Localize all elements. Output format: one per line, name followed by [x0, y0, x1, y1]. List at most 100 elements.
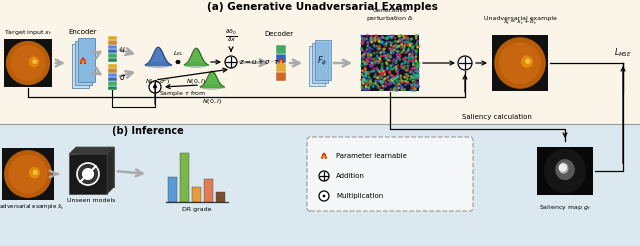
Circle shape	[366, 77, 367, 78]
Circle shape	[415, 51, 417, 53]
Circle shape	[418, 66, 419, 68]
Circle shape	[381, 82, 383, 83]
Circle shape	[366, 87, 367, 88]
Circle shape	[362, 50, 364, 51]
Circle shape	[372, 70, 373, 71]
Circle shape	[417, 77, 418, 79]
Circle shape	[373, 40, 374, 42]
Circle shape	[368, 87, 369, 88]
Circle shape	[390, 57, 391, 58]
Bar	[108, 68, 116, 73]
Circle shape	[365, 86, 367, 87]
Circle shape	[404, 61, 406, 62]
Circle shape	[365, 86, 367, 87]
Circle shape	[361, 47, 362, 49]
Circle shape	[362, 80, 364, 82]
Text: Unseen models: Unseen models	[67, 198, 115, 203]
FancyBboxPatch shape	[307, 137, 473, 211]
Circle shape	[407, 65, 408, 67]
Circle shape	[379, 41, 380, 43]
Circle shape	[378, 80, 379, 82]
Circle shape	[363, 88, 364, 89]
Circle shape	[363, 76, 364, 77]
Circle shape	[410, 89, 412, 91]
Circle shape	[372, 59, 373, 60]
Circle shape	[412, 51, 413, 53]
Circle shape	[415, 70, 417, 72]
Circle shape	[413, 46, 414, 47]
Circle shape	[416, 64, 417, 66]
Circle shape	[408, 58, 409, 59]
Circle shape	[401, 67, 403, 69]
Circle shape	[402, 42, 403, 43]
Circle shape	[392, 36, 393, 37]
Circle shape	[390, 37, 392, 39]
Circle shape	[390, 83, 391, 84]
Circle shape	[417, 71, 418, 72]
Circle shape	[389, 55, 390, 56]
Circle shape	[391, 35, 392, 36]
Circle shape	[370, 58, 371, 60]
Circle shape	[400, 35, 401, 36]
Circle shape	[370, 84, 371, 85]
Circle shape	[415, 35, 417, 36]
Circle shape	[413, 87, 414, 88]
Circle shape	[365, 72, 367, 73]
Circle shape	[396, 54, 397, 55]
Circle shape	[362, 82, 363, 83]
Circle shape	[415, 57, 416, 59]
Circle shape	[374, 38, 376, 39]
Circle shape	[380, 53, 381, 54]
Circle shape	[372, 62, 373, 64]
Ellipse shape	[201, 85, 223, 89]
Bar	[108, 45, 116, 49]
Text: Generative
perturbation $\delta_t$: Generative perturbation $\delta_t$	[365, 8, 414, 23]
Circle shape	[417, 71, 419, 73]
Circle shape	[225, 56, 237, 68]
Circle shape	[381, 77, 382, 78]
Circle shape	[411, 56, 413, 57]
Circle shape	[404, 62, 406, 63]
Circle shape	[368, 81, 369, 83]
Circle shape	[382, 37, 384, 38]
Bar	[361, 35, 419, 91]
Circle shape	[394, 46, 396, 47]
Circle shape	[407, 75, 409, 77]
Circle shape	[369, 51, 371, 52]
Circle shape	[367, 49, 368, 50]
Circle shape	[397, 51, 398, 52]
Circle shape	[411, 86, 413, 88]
Circle shape	[376, 39, 378, 41]
Circle shape	[394, 88, 395, 90]
Bar	[108, 73, 116, 77]
Circle shape	[413, 67, 415, 69]
Circle shape	[371, 82, 372, 83]
Circle shape	[499, 42, 541, 84]
Circle shape	[410, 44, 411, 45]
Circle shape	[383, 55, 385, 56]
Text: Multiplication: Multiplication	[336, 193, 383, 199]
Circle shape	[362, 70, 363, 71]
Circle shape	[371, 71, 372, 72]
Circle shape	[525, 59, 531, 64]
Circle shape	[367, 60, 368, 61]
Circle shape	[364, 63, 365, 65]
Circle shape	[377, 77, 378, 78]
Circle shape	[405, 41, 407, 43]
Circle shape	[371, 55, 372, 56]
Circle shape	[365, 82, 367, 83]
Circle shape	[383, 71, 385, 72]
Circle shape	[363, 71, 364, 73]
Circle shape	[368, 72, 370, 73]
Circle shape	[367, 34, 368, 36]
Circle shape	[385, 78, 386, 79]
Bar	[216, 192, 225, 202]
Circle shape	[371, 37, 372, 39]
Circle shape	[365, 75, 366, 77]
Circle shape	[409, 58, 410, 60]
Circle shape	[369, 77, 370, 78]
Circle shape	[387, 56, 388, 57]
Bar	[276, 45, 286, 54]
Circle shape	[388, 80, 389, 81]
Bar	[537, 147, 593, 195]
